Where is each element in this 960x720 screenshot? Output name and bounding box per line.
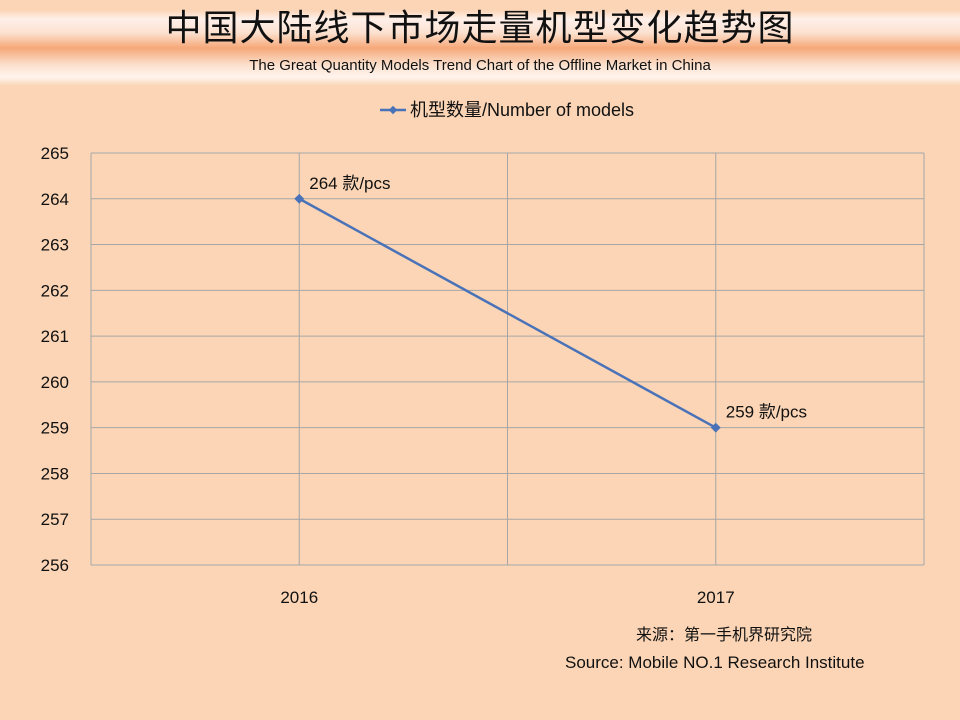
y-tick-label: 265 — [41, 144, 69, 163]
y-tick-label: 257 — [41, 510, 69, 529]
source-cn: 来源：第一手机界研究院 — [636, 625, 813, 644]
page-title: 中国大陆线下市场走量机型变化趋势图 — [165, 8, 795, 49]
data-label: 264 款/pcs — [309, 174, 390, 193]
y-tick-label: 262 — [41, 281, 69, 300]
data-point — [710, 422, 721, 433]
y-tick-label: 256 — [41, 556, 69, 575]
y-tick-label: 260 — [41, 373, 69, 392]
legend-line-marker-icon — [380, 105, 406, 115]
series-line — [298, 197, 717, 429]
y-tick-label: 259 — [41, 419, 69, 438]
x-tick-label: 2017 — [697, 588, 735, 607]
header-band — [0, 10, 960, 86]
line-chart: 256 257 258 259 260 261 262 263 264 265 2016 2017 26… — [41, 144, 925, 607]
data-label: 259 款/pcs — [726, 403, 807, 422]
page-subtitle: The Great Quantity Models Trend Chart of… — [249, 57, 711, 74]
source-en: Source: Mobile NO.1 Research Institute — [565, 653, 865, 672]
chart-legend: 机型数量/Number of models — [380, 98, 634, 122]
y-tick-label: 263 — [41, 236, 69, 255]
data-point — [294, 193, 305, 204]
legend-label: 机型数量/Number of models — [410, 100, 635, 120]
y-tick-label: 261 — [41, 327, 69, 346]
y-tick-label: 264 — [41, 190, 69, 209]
x-tick-label: 2016 — [280, 588, 318, 607]
y-tick-label: 258 — [41, 464, 69, 483]
